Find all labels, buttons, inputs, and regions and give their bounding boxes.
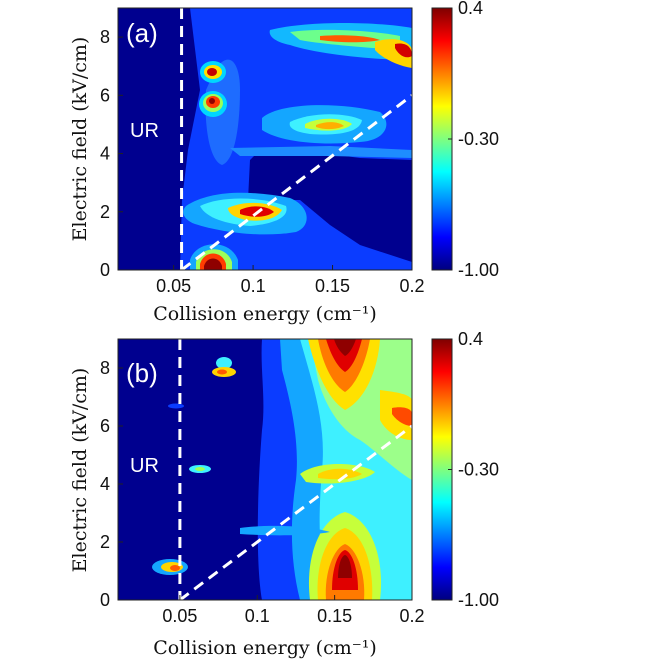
x-tick-label: 0.05 xyxy=(156,276,191,296)
y-ticks-b: 0 2 4 6 8 xyxy=(100,358,123,610)
y-tick-label: 6 xyxy=(100,416,110,436)
x-ticks-b: 0.05 0.1 0.15 0.2 xyxy=(162,595,425,626)
plot-frame-a xyxy=(117,7,413,271)
y-tick-label: 8 xyxy=(100,358,110,378)
panel-label-b: (b) xyxy=(126,358,158,388)
x-tick-label: 0.1 xyxy=(245,606,270,626)
y-tick-label: 4 xyxy=(100,474,110,494)
heatmap-b xyxy=(118,339,412,600)
x-tick-label: 0.1 xyxy=(241,276,266,296)
x-tick-label: 0.05 xyxy=(162,606,197,626)
colorbar-tick-label: -0.30 xyxy=(458,460,499,480)
y-tick-label: 2 xyxy=(100,202,110,222)
colorbar-tick-label: 0.4 xyxy=(458,329,483,349)
colorbar-tick-label: -1.00 xyxy=(458,260,499,280)
y-axis-label-b: Electric field (kV/cm) xyxy=(69,368,91,573)
colorbar-tick-label: -1.00 xyxy=(458,590,499,610)
y-tick-label: 0 xyxy=(100,260,110,280)
colorbar-tick-label: 0.4 xyxy=(458,0,483,18)
x-tick-label: 0.2 xyxy=(399,276,424,296)
region-label-a: UR xyxy=(130,120,159,142)
y-ticks-a: 0 2 4 6 8 xyxy=(100,27,123,280)
colorbar-ticks-a: 0.4 -0.30 -1.00 xyxy=(448,0,499,280)
x-tick-label: 0.15 xyxy=(317,606,352,626)
diagonal-dashed-line-a xyxy=(180,94,412,270)
x-tick-label: 0.15 xyxy=(315,276,350,296)
plot-frame-b xyxy=(117,338,413,601)
diagonal-dashed-line-b xyxy=(178,424,412,600)
x-axis-label-a: Collision energy (cm⁻¹) xyxy=(153,303,377,325)
x-tick-label: 0.2 xyxy=(399,606,424,626)
panel-b: (b) UR 0.05 0.1 0.15 0.2 0 2 4 6 8 Collision en… xyxy=(69,329,499,659)
region-label-b: UR xyxy=(130,455,159,477)
y-tick-label: 8 xyxy=(100,27,110,47)
y-tick-label: 4 xyxy=(100,144,110,164)
y-axis-label-a: Electric field (kV/cm) xyxy=(69,37,91,242)
colorbar-ticks-b: 0.4 -0.30 -1.00 xyxy=(448,329,499,610)
y-tick-label: 2 xyxy=(100,532,110,552)
y-tick-label: 6 xyxy=(100,85,110,105)
y-tick-label: 0 xyxy=(100,590,110,610)
panel-a: (a) UR 0.05 0.1 0.15 0.2 0 2 4 6 8 Collision en… xyxy=(69,0,499,325)
x-ticks-a: 0.05 0.1 0.15 0.2 xyxy=(156,265,425,296)
x-axis-label-b: Collision energy (cm⁻¹) xyxy=(153,637,377,659)
colorbar-tick-label: -0.30 xyxy=(458,129,499,149)
panel-label-a: (a) xyxy=(126,18,158,48)
heatmap-a xyxy=(118,8,412,270)
